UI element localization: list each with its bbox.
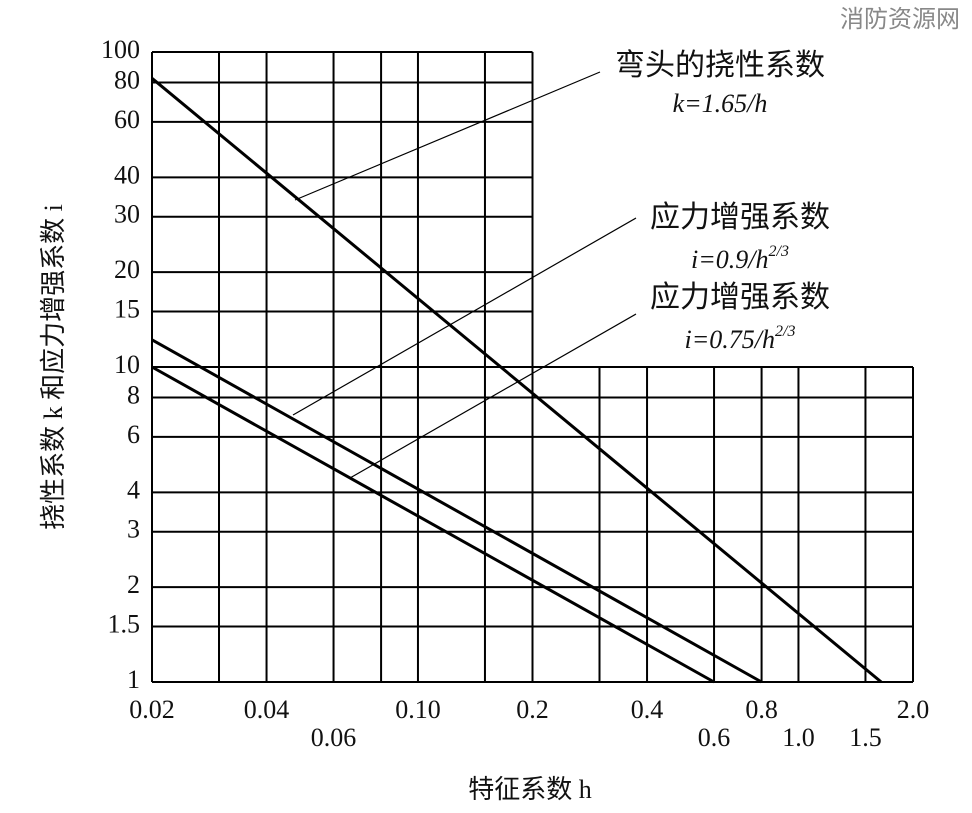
y-axis-label: 挠性系数 k 和应力增强系数 i bbox=[39, 204, 68, 530]
y-tick-label: 100 bbox=[101, 35, 140, 64]
annotation: 应力增强系数 bbox=[650, 281, 830, 314]
x-tick-label: 2.0 bbox=[897, 695, 930, 724]
x-tick-label: 0.2 bbox=[516, 695, 549, 724]
x-tick-label: 0.06 bbox=[311, 723, 357, 752]
watermark: 消防资源网 bbox=[840, 5, 960, 33]
y-tick-label: 6 bbox=[127, 420, 140, 449]
y-tick-label: 3 bbox=[127, 515, 140, 544]
y-tick-label: 2 bbox=[127, 570, 140, 599]
formula-text: i=0.9/h bbox=[691, 245, 769, 274]
x-tick-label: 0.04 bbox=[244, 695, 290, 724]
formula-exponent: 2/3 bbox=[775, 323, 795, 340]
formula: k=1.65/h bbox=[673, 89, 768, 118]
y-tick-label: 1 bbox=[127, 665, 140, 694]
formula: i=0.9/h2/3 bbox=[691, 243, 789, 274]
x-tick-label: 0.10 bbox=[395, 695, 441, 724]
x-tick-label: 0.4 bbox=[631, 695, 664, 724]
x-axis-label: 特征系数 h bbox=[468, 775, 592, 804]
leader-line bbox=[349, 313, 637, 479]
y-tick-label: 20 bbox=[114, 255, 140, 284]
curve bbox=[151, 338, 763, 684]
y-tick-label: 10 bbox=[114, 350, 140, 379]
x-tick-label: 1.5 bbox=[849, 723, 882, 752]
curve bbox=[151, 77, 883, 684]
y-tick-label: 1.5 bbox=[108, 610, 141, 639]
curve bbox=[151, 365, 715, 684]
y-tick-label: 80 bbox=[114, 65, 140, 94]
formula: i=0.75/h2/3 bbox=[685, 323, 796, 354]
x-tick-label: 0.8 bbox=[745, 695, 778, 724]
leader-line bbox=[294, 71, 601, 201]
y-tick-label: 60 bbox=[114, 105, 140, 134]
y-tick-label: 8 bbox=[127, 380, 140, 409]
x-tick-label: 0.6 bbox=[698, 723, 731, 752]
formula-exponent: 2/3 bbox=[769, 243, 789, 260]
y-tick-label: 40 bbox=[114, 160, 140, 189]
y-tick-label: 4 bbox=[127, 475, 140, 504]
formula-text: i=0.75/h bbox=[685, 325, 776, 354]
formula-text: k=1.65/h bbox=[673, 89, 768, 118]
y-tick-label: 30 bbox=[114, 200, 140, 229]
annotation: 弯头的挠性系数 bbox=[615, 49, 825, 82]
leader-line bbox=[292, 217, 637, 416]
x-tick-label: 0.02 bbox=[129, 695, 175, 724]
annotation: 应力增强系数 bbox=[650, 201, 830, 234]
x-tick-label: 1.0 bbox=[782, 723, 815, 752]
y-tick-label: 15 bbox=[114, 295, 140, 324]
